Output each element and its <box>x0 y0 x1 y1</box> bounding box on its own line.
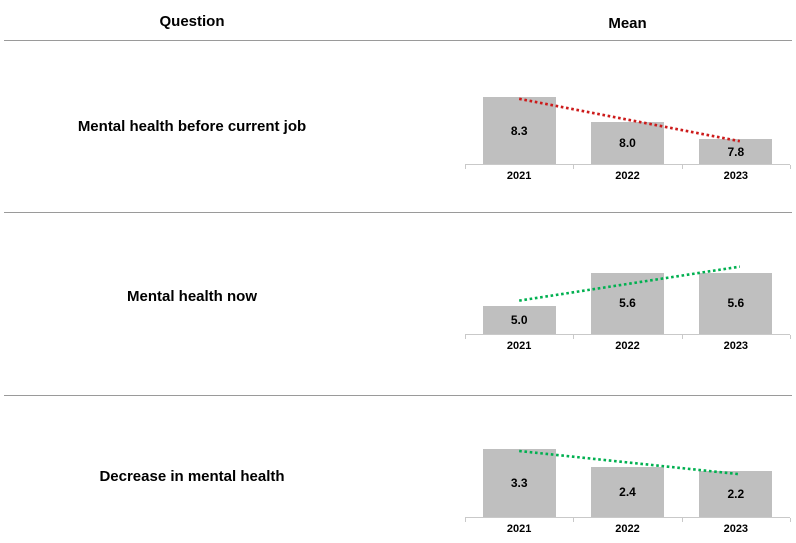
bar-value-label: 7.8 <box>727 144 745 159</box>
bar-2022 <box>591 467 664 517</box>
x-axis-label-2022: 2022 <box>615 170 640 182</box>
x-axis-line <box>465 517 790 518</box>
x-axis-tick <box>681 335 683 339</box>
bar-value-label: 8.3 <box>510 123 528 138</box>
x-axis-tick <box>465 335 466 339</box>
x-axis-tick <box>573 165 575 169</box>
x-axis-label-2022: 2022 <box>615 523 640 535</box>
bar-value-label: 5.6 <box>727 296 745 311</box>
bar-2021 <box>482 306 556 334</box>
x-axis-tick <box>681 518 683 522</box>
x-axis-tick <box>790 165 791 169</box>
row-separator <box>4 40 792 41</box>
x-axis-tick <box>790 335 791 339</box>
x-axis-line <box>465 164 790 165</box>
bar-value-label: 5.0 <box>510 313 528 328</box>
row-separator <box>4 212 792 213</box>
x-axis-label-2023: 2023 <box>723 340 749 352</box>
bar-value-label: 2.4 <box>619 485 636 500</box>
question-label: Mental health now <box>126 288 257 305</box>
x-axis-tick <box>465 165 466 169</box>
x-axis-tick <box>681 165 683 169</box>
bar-2023 <box>699 139 773 164</box>
x-axis-line <box>465 334 790 335</box>
bar-value-label: 2.2 <box>727 487 745 502</box>
column-header-question: Question <box>159 13 225 30</box>
question-label: Decrease in mental health <box>99 468 285 485</box>
x-axis-label-2021: 2021 <box>506 340 532 352</box>
x-axis-tick <box>573 518 575 522</box>
bar-2023 <box>699 471 773 517</box>
column-header-mean: Mean <box>608 15 647 32</box>
x-axis-label-2022: 2022 <box>615 340 640 352</box>
bar-value-label: 5.6 <box>619 296 636 311</box>
bar-value-label: 3.3 <box>510 475 528 490</box>
x-axis-label-2021: 2021 <box>506 523 532 535</box>
x-axis-label-2021: 2021 <box>506 170 532 182</box>
x-axis-label-2023: 2023 <box>723 170 749 182</box>
row-separator <box>4 395 792 396</box>
x-axis-label-2023: 2023 <box>723 523 749 535</box>
x-axis-tick <box>465 518 466 522</box>
x-axis-tick <box>573 335 575 339</box>
question-label: Mental health before current job <box>77 118 307 135</box>
bar-value-label: 8.0 <box>619 136 636 151</box>
x-axis-tick <box>790 518 791 522</box>
